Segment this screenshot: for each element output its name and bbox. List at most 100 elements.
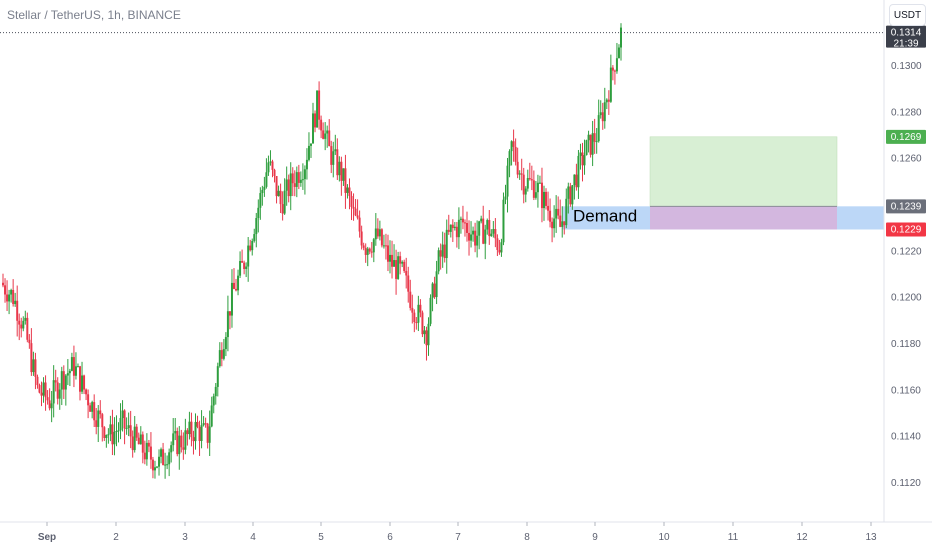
candle-body: [575, 174, 578, 188]
candle-body: [54, 380, 57, 383]
target-price-badge: 0.1269: [886, 129, 926, 144]
candle-body: [147, 442, 150, 447]
candle-body: [587, 134, 590, 141]
candle-body: [103, 427, 106, 438]
candle-body: [261, 189, 264, 194]
candle-body: [374, 228, 377, 240]
candle-body: [459, 218, 462, 220]
candle-body: [500, 242, 503, 253]
candle-body: [265, 172, 268, 187]
currency-button[interactable]: USDT: [889, 4, 926, 26]
candle-body: [281, 204, 284, 214]
price-tick-label: 0.1180: [891, 339, 921, 350]
candle-body: [186, 430, 189, 435]
candle-body: [79, 366, 82, 392]
candle-body: [143, 452, 146, 460]
candle-body: [174, 430, 177, 434]
candle-body: [50, 403, 53, 409]
candle-body: [127, 425, 130, 428]
candle-body: [613, 70, 616, 72]
candle-body: [297, 172, 300, 183]
candle-body: [178, 435, 181, 455]
candle-body: [484, 229, 487, 244]
candle-body: [480, 218, 483, 222]
candle-body: [395, 260, 398, 279]
candle-body: [360, 231, 363, 246]
candle-body: [151, 459, 154, 471]
candle-body: [490, 233, 493, 237]
candle-body: [271, 161, 274, 170]
candle-body: [212, 396, 215, 406]
candle-body: [528, 178, 531, 180]
time-tick-label: 12: [796, 532, 808, 543]
entry-price-badge-bg: [886, 199, 926, 214]
candle-body: [348, 187, 351, 197]
candle-body: [26, 317, 29, 340]
candle-body: [123, 410, 126, 429]
price-tick-label: 0.1200: [891, 293, 922, 304]
time-tick-label: 9: [592, 532, 598, 543]
candle-body: [182, 447, 185, 450]
candle-body: [194, 421, 197, 442]
candle-body: [121, 410, 124, 419]
candle-body: [222, 349, 225, 359]
candle-body: [494, 229, 497, 239]
candle-body: [437, 250, 440, 272]
candle-body: [520, 173, 523, 175]
candle-body: [506, 165, 509, 197]
price-tick-label: 0.1220: [891, 246, 922, 257]
candle-body: [74, 366, 77, 376]
candle-body: [32, 359, 35, 373]
candle-body: [316, 90, 319, 128]
candle-body: [239, 261, 242, 276]
candle-body: [451, 224, 454, 229]
candle-body: [595, 141, 598, 143]
candle-body: [399, 256, 402, 264]
candle-body: [232, 282, 235, 289]
candle-body: [512, 141, 515, 147]
candle-body: [603, 102, 606, 122]
candle-body: [216, 366, 219, 387]
candle-body: [58, 389, 61, 399]
candle-body: [66, 373, 69, 376]
candle-body: [445, 229, 448, 259]
candle-body: [340, 161, 343, 181]
candle-body: [431, 283, 434, 298]
symbol-title[interactable]: Stellar / TetherUS, 1h, BINANCE: [7, 8, 181, 22]
candle-body: [72, 357, 75, 376]
candle-body: [81, 375, 84, 392]
candle-body: [2, 282, 5, 286]
time-axis[interactable]: Sep 2 3 4 5 6 7 8 9 10 11 12 13: [0, 521, 932, 543]
candle-body: [478, 221, 481, 236]
candle-body: [378, 229, 381, 237]
price-tick-label: 0.1280: [891, 107, 922, 118]
candle-body: [279, 190, 282, 205]
price-tick-label: 0.1160: [891, 385, 921, 396]
candle-body: [380, 229, 383, 246]
candle-body: [346, 187, 349, 193]
price-axis[interactable]: 0.13000.12800.12600.12400.12200.12000.11…: [883, 0, 922, 522]
candle-body: [210, 405, 213, 427]
candle-body: [573, 174, 576, 186]
candle-body: [38, 385, 41, 393]
candle-body: [230, 282, 233, 316]
candle-body: [68, 370, 71, 374]
zones-layer: Demand: [562, 136, 884, 230]
candle-body: [609, 67, 612, 102]
candle-body: [542, 191, 545, 209]
candle-body: [107, 434, 110, 436]
candle-body: [516, 161, 519, 175]
candle-body: [135, 426, 138, 438]
candle-body: [117, 430, 120, 432]
candle-body: [597, 115, 600, 142]
candle-body: [455, 226, 458, 238]
candle-body: [131, 436, 134, 451]
candle-body: [601, 112, 604, 122]
candle-body: [583, 155, 586, 166]
candle-body: [10, 289, 13, 295]
candle-body: [273, 169, 276, 177]
candle-body: [267, 162, 270, 173]
